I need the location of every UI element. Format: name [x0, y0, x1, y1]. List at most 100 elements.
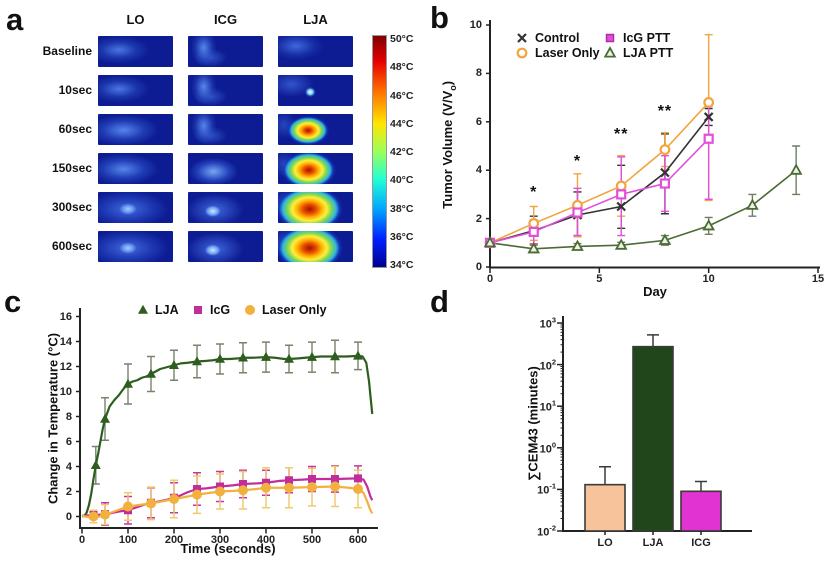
- marker-square-filled: [194, 306, 202, 314]
- marker-circle-filled: [307, 482, 317, 493]
- thermal-image-lja-600sec: [278, 231, 353, 262]
- marker-triangle-filled: [284, 353, 294, 363]
- panel-b-x-tick-label: 5: [596, 273, 603, 285]
- panel-c-x-tick-label: 600: [348, 534, 368, 546]
- colorbar-tick-label: 38°C: [390, 202, 414, 215]
- marker-triangle-filled: [90, 460, 101, 470]
- marker-square-filled: [331, 475, 339, 483]
- panel-a-row-label-60sec: 60sec: [58, 122, 92, 136]
- panel-a-row-label-baseline: Baseline: [42, 44, 92, 58]
- panel-b-y-tick-label: 10: [469, 19, 482, 31]
- panel-c-y-tick-label: 8: [65, 410, 72, 423]
- significance-marker: **: [613, 126, 629, 144]
- panel-d-bar-lja: [632, 345, 674, 532]
- marker-circle-filled: [330, 481, 340, 492]
- marker-triangle-filled: [330, 351, 340, 361]
- thermal-image-lo-150sec: [98, 153, 173, 184]
- panel-d-bar-icg: [680, 490, 722, 532]
- thermal-image-icg-600sec: [188, 231, 263, 262]
- panel-a-colorbar: [372, 35, 387, 268]
- panel-b-series-lja-ptt: [489, 169, 797, 250]
- marker-circle-filled: [123, 501, 133, 512]
- panel-d-error-bar: [599, 466, 611, 485]
- marker-circle-open: [615, 180, 627, 192]
- marker-triangle-filled: [146, 368, 156, 378]
- marker-triangle-open: [702, 219, 715, 231]
- marker-triangle-open: [789, 163, 803, 175]
- marker-circle-filled: [146, 498, 156, 509]
- panel-c-letter: c: [4, 284, 22, 319]
- marker-triangle-filled: [169, 360, 179, 370]
- marker-triangle-filled: [100, 413, 110, 423]
- marker-square-open: [528, 226, 539, 238]
- marker-triangle-open: [483, 235, 497, 248]
- colorbar-tick-label: 48°C: [390, 61, 414, 74]
- panel-c-y-tick-label: 14: [59, 335, 72, 348]
- marker-triangle-filled: [353, 350, 363, 360]
- significance-marker: *: [573, 152, 582, 170]
- marker-square-open: [572, 207, 583, 218]
- panel-d-bar-lo: [584, 483, 626, 532]
- panel-b-series-control: [489, 116, 710, 244]
- panel-b-axes: [489, 20, 820, 269]
- panel-c-legend-lja: LJA: [155, 303, 179, 317]
- thermal-image-icg-150sec: [188, 153, 263, 184]
- marker-triangle-filled: [261, 351, 271, 361]
- thermal-image-lo-baseline: [98, 36, 173, 67]
- marker-square-filled: [239, 480, 247, 488]
- marker-x: [660, 167, 670, 178]
- panel-c-y-tick-label: 10: [59, 385, 72, 398]
- panel-d-letter: d: [430, 284, 449, 319]
- panel-d-error-bar: [695, 480, 707, 492]
- thermal-image-lja-60sec: [278, 114, 353, 145]
- panel-b-x-axis-label: Day: [643, 284, 667, 299]
- marker-circle-open: [516, 47, 528, 59]
- panel-c-y-tick-label: 2: [65, 485, 72, 498]
- panel-c-x-tick-label: 0: [78, 534, 86, 546]
- panel-b-series-icg-ptt: [489, 138, 710, 244]
- panel-d-y-tick-label: 101: [539, 398, 556, 414]
- marker-triangle-open: [527, 242, 541, 254]
- marker-triangle-open: [614, 238, 628, 250]
- panel-a-column-header-lo: LO: [126, 12, 145, 27]
- thermal-image-lja-300sec: [278, 192, 353, 223]
- marker-circle-filled: [88, 511, 99, 522]
- panel-b-x-tick-label: 0: [486, 273, 494, 285]
- panel-b-legend-lja-ptt: LJA PTT: [623, 46, 674, 60]
- panel-c-x-tick-label: 500: [302, 534, 322, 546]
- marker-circle-filled: [100, 509, 110, 520]
- panel-a-row-label-600sec: 600sec: [51, 239, 92, 253]
- marker-triangle-filled: [192, 356, 202, 366]
- marker-circle-filled: [353, 484, 363, 494]
- marker-square-filled: [285, 476, 293, 485]
- marker-circle-open: [703, 97, 715, 108]
- marker-circle-open: [528, 218, 540, 229]
- marker-square-filled: [308, 475, 316, 483]
- thermal-image-icg-10sec: [188, 75, 263, 106]
- thermal-image-icg-300sec: [188, 192, 263, 223]
- thermal-image-lja-baseline: [278, 36, 353, 67]
- marker-triangle-open: [603, 46, 617, 58]
- colorbar-tick-label: 50°C: [390, 33, 414, 45]
- colorbar-tick-label: 42°C: [390, 146, 414, 158]
- marker-x: [517, 33, 527, 43]
- marker-triangle-open: [746, 198, 759, 210]
- thermal-image-lo-10sec: [98, 75, 173, 106]
- marker-square-open: [616, 189, 627, 200]
- marker-circle-open: [659, 144, 671, 156]
- panel-c-legend-laser-only: Laser Only: [262, 303, 327, 317]
- panel-c-x-axis-label: Time (seconds): [180, 541, 276, 556]
- marker-triangle-filled: [307, 351, 317, 361]
- colorbar-tick-label: 46°C: [390, 89, 414, 102]
- panel-d-y-tick-label: 103: [539, 315, 556, 331]
- panel-b-y-tick-label: 2: [475, 212, 482, 225]
- marker-square-filled: [193, 485, 201, 493]
- thermal-image-icg-60sec: [188, 114, 263, 145]
- marker-circle-filled: [284, 482, 294, 493]
- colorbar-tick-label: 34°C: [390, 259, 414, 271]
- panel-c-legend-icg: IcG: [210, 303, 231, 317]
- thermal-image-lo-300sec: [98, 192, 173, 223]
- marker-circle-filled: [238, 485, 248, 496]
- panel-c-x-tick-label: 200: [164, 534, 184, 546]
